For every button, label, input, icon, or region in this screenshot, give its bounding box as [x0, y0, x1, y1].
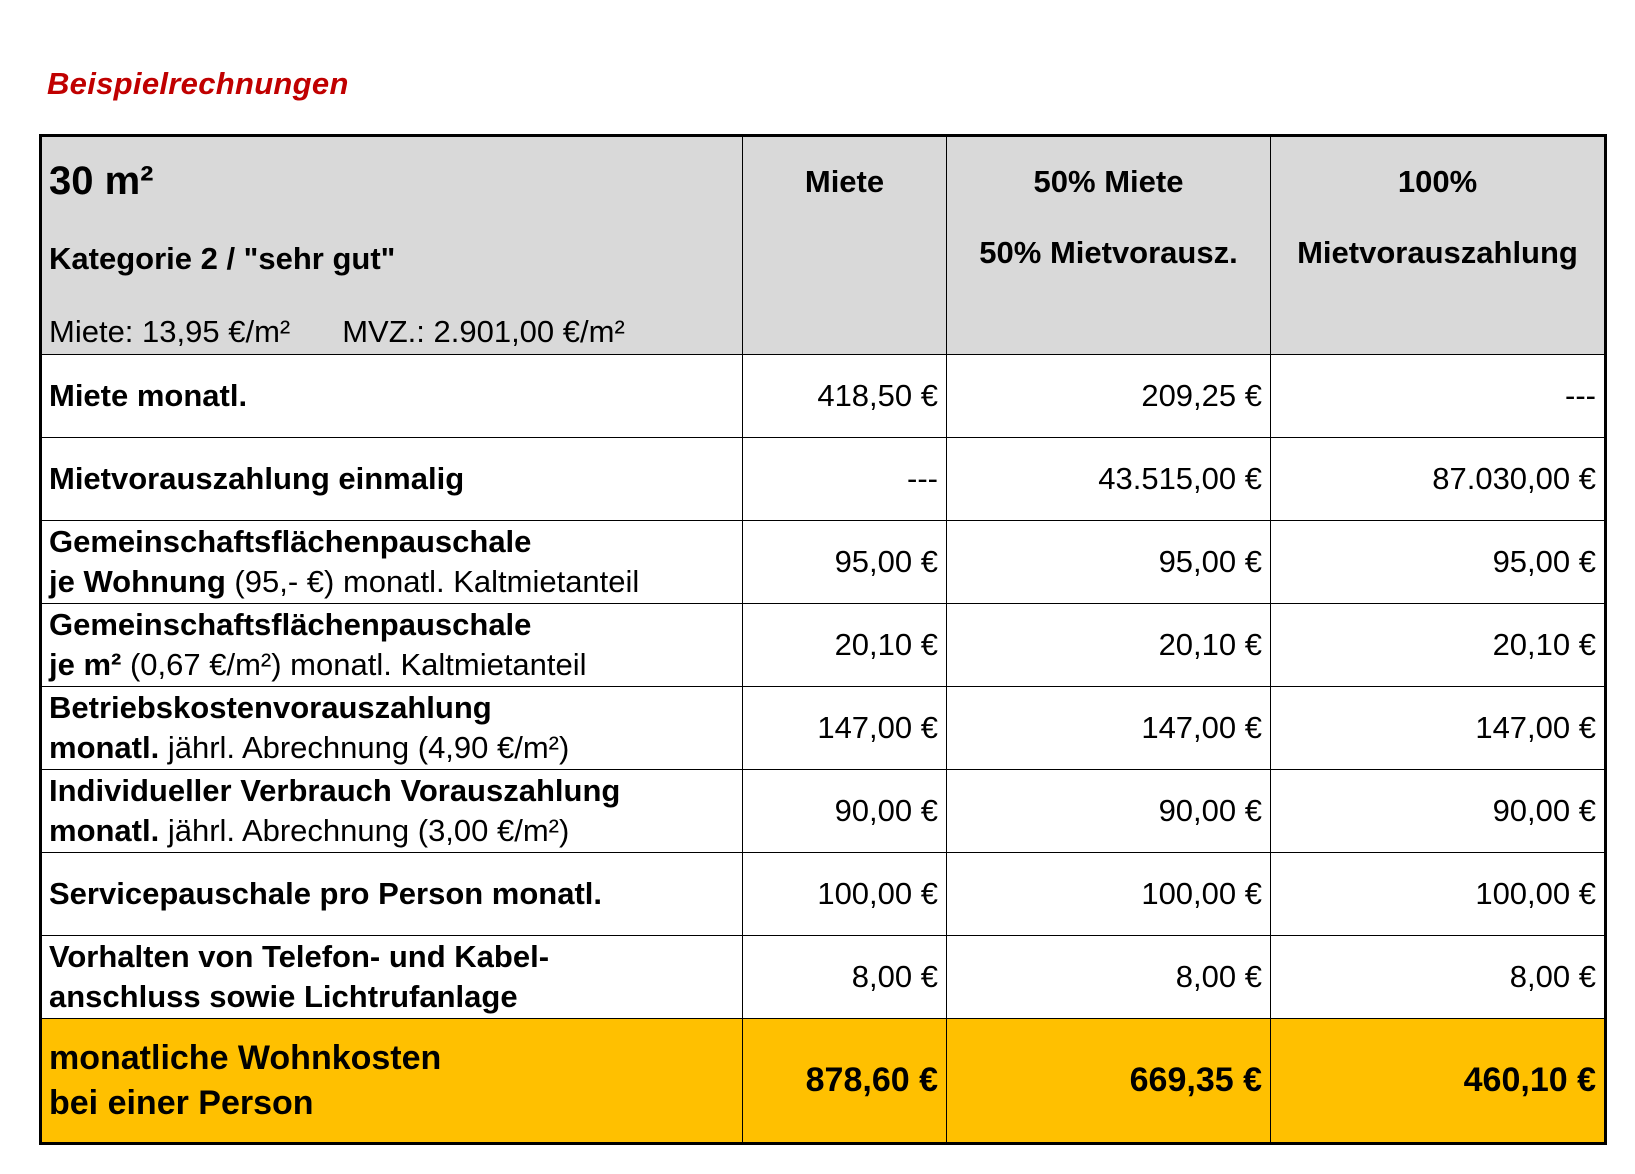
header-col-100: 100% Mietvorauszahlung: [1270, 135, 1606, 355]
table-row: Servicepauschale pro Person monatl. 100,…: [40, 852, 1606, 936]
total-value-miete: 878,60 €: [742, 1018, 947, 1144]
table-row: Gemeinschaftsflächenpauschale je Wohnung …: [40, 520, 1606, 604]
row-value-100: 8,00 €: [1270, 935, 1606, 1019]
row-value-miete: 100,00 €: [742, 852, 947, 936]
row-value-100: 100,00 €: [1270, 852, 1606, 936]
header-info-cell: 30 m² Kategorie 2 / "sehr gut" Miete: 13…: [40, 135, 743, 355]
row-value-100: 87.030,00 €: [1270, 437, 1606, 521]
row-value-50: 8,00 €: [946, 935, 1271, 1019]
row-value-miete: ---: [742, 437, 947, 521]
row-value-100: 147,00 €: [1270, 686, 1606, 770]
row-value-50: 95,00 €: [946, 520, 1271, 604]
row-value-miete: 90,00 €: [742, 769, 947, 853]
row-value-50: 100,00 €: [946, 852, 1271, 936]
table-row: Vorhalten von Telefon- und Kabel-anschlu…: [40, 935, 1606, 1019]
price-info: Miete: 13,95 €/m² MVZ.: 2.901,00 €/m²: [49, 312, 742, 352]
row-label: Gemeinschaftsflächenpauschale je Wohnung …: [40, 520, 743, 604]
row-value-miete: 418,50 €: [742, 354, 947, 438]
page-title: Beispielrechnungen: [47, 66, 349, 101]
row-label: Vorhalten von Telefon- und Kabel-anschlu…: [40, 935, 743, 1019]
table-row: Individueller Verbrauch Vorauszahlung mon…: [40, 769, 1606, 853]
row-value-50: 147,00 €: [946, 686, 1271, 770]
row-label: Mietvorauszahlung einmalig: [40, 437, 743, 521]
row-value-50: 209,25 €: [946, 354, 1271, 438]
row-value-miete: 147,00 €: [742, 686, 947, 770]
row-value-100: 20,10 €: [1270, 603, 1606, 687]
table-row: Gemeinschaftsflächenpauschale je m² (0,67…: [40, 603, 1606, 687]
row-value-miete: 95,00 €: [742, 520, 947, 604]
row-label: Miete monatl.: [40, 354, 743, 438]
apartment-size: 30 m²: [49, 159, 154, 203]
row-value-50: 43.515,00 €: [946, 437, 1271, 521]
cost-table: 30 m² Kategorie 2 / "sehr gut" Miete: 13…: [39, 134, 1607, 1145]
row-value-miete: 20,10 €: [742, 603, 947, 687]
total-row: monatliche Wohnkosten bei einer Person 87…: [40, 1018, 1606, 1144]
header-col-miete: Miete: [742, 135, 947, 355]
row-label: Individueller Verbrauch Vorauszahlung mon…: [40, 769, 743, 853]
apartment-category: Kategorie 2 / "sehr gut": [49, 241, 396, 276]
row-value-100: 95,00 €: [1270, 520, 1606, 604]
header-col-50-50: 50% Miete 50% Mietvorausz.: [946, 135, 1271, 355]
header-row: 30 m² Kategorie 2 / "sehr gut" Miete: 13…: [40, 135, 1606, 355]
rent-info: Miete: 13,95 €/m²: [49, 314, 291, 350]
row-label: Betriebskostenvorauszahlung monatl. jährl…: [40, 686, 743, 770]
row-value-50: 90,00 €: [946, 769, 1271, 853]
row-value-50: 20,10 €: [946, 603, 1271, 687]
mvz-info: MVZ.: 2.901,00 €/m²: [342, 314, 625, 350]
row-label: Servicepauschale pro Person monatl.: [40, 852, 743, 936]
row-value-100: 90,00 €: [1270, 769, 1606, 853]
table-row: Mietvorauszahlung einmalig --- 43.515,00…: [40, 437, 1606, 521]
row-label: Gemeinschaftsflächenpauschale je m² (0,67…: [40, 603, 743, 687]
total-value-100: 460,10 €: [1270, 1018, 1606, 1144]
row-value-100: ---: [1270, 354, 1606, 438]
total-label: monatliche Wohnkosten bei einer Person: [40, 1018, 743, 1144]
table-row: Miete monatl. 418,50 € 209,25 € ---: [40, 354, 1606, 438]
total-value-50: 669,35 €: [946, 1018, 1271, 1144]
table-row: Betriebskostenvorauszahlung monatl. jährl…: [40, 686, 1606, 770]
row-value-miete: 8,00 €: [742, 935, 947, 1019]
